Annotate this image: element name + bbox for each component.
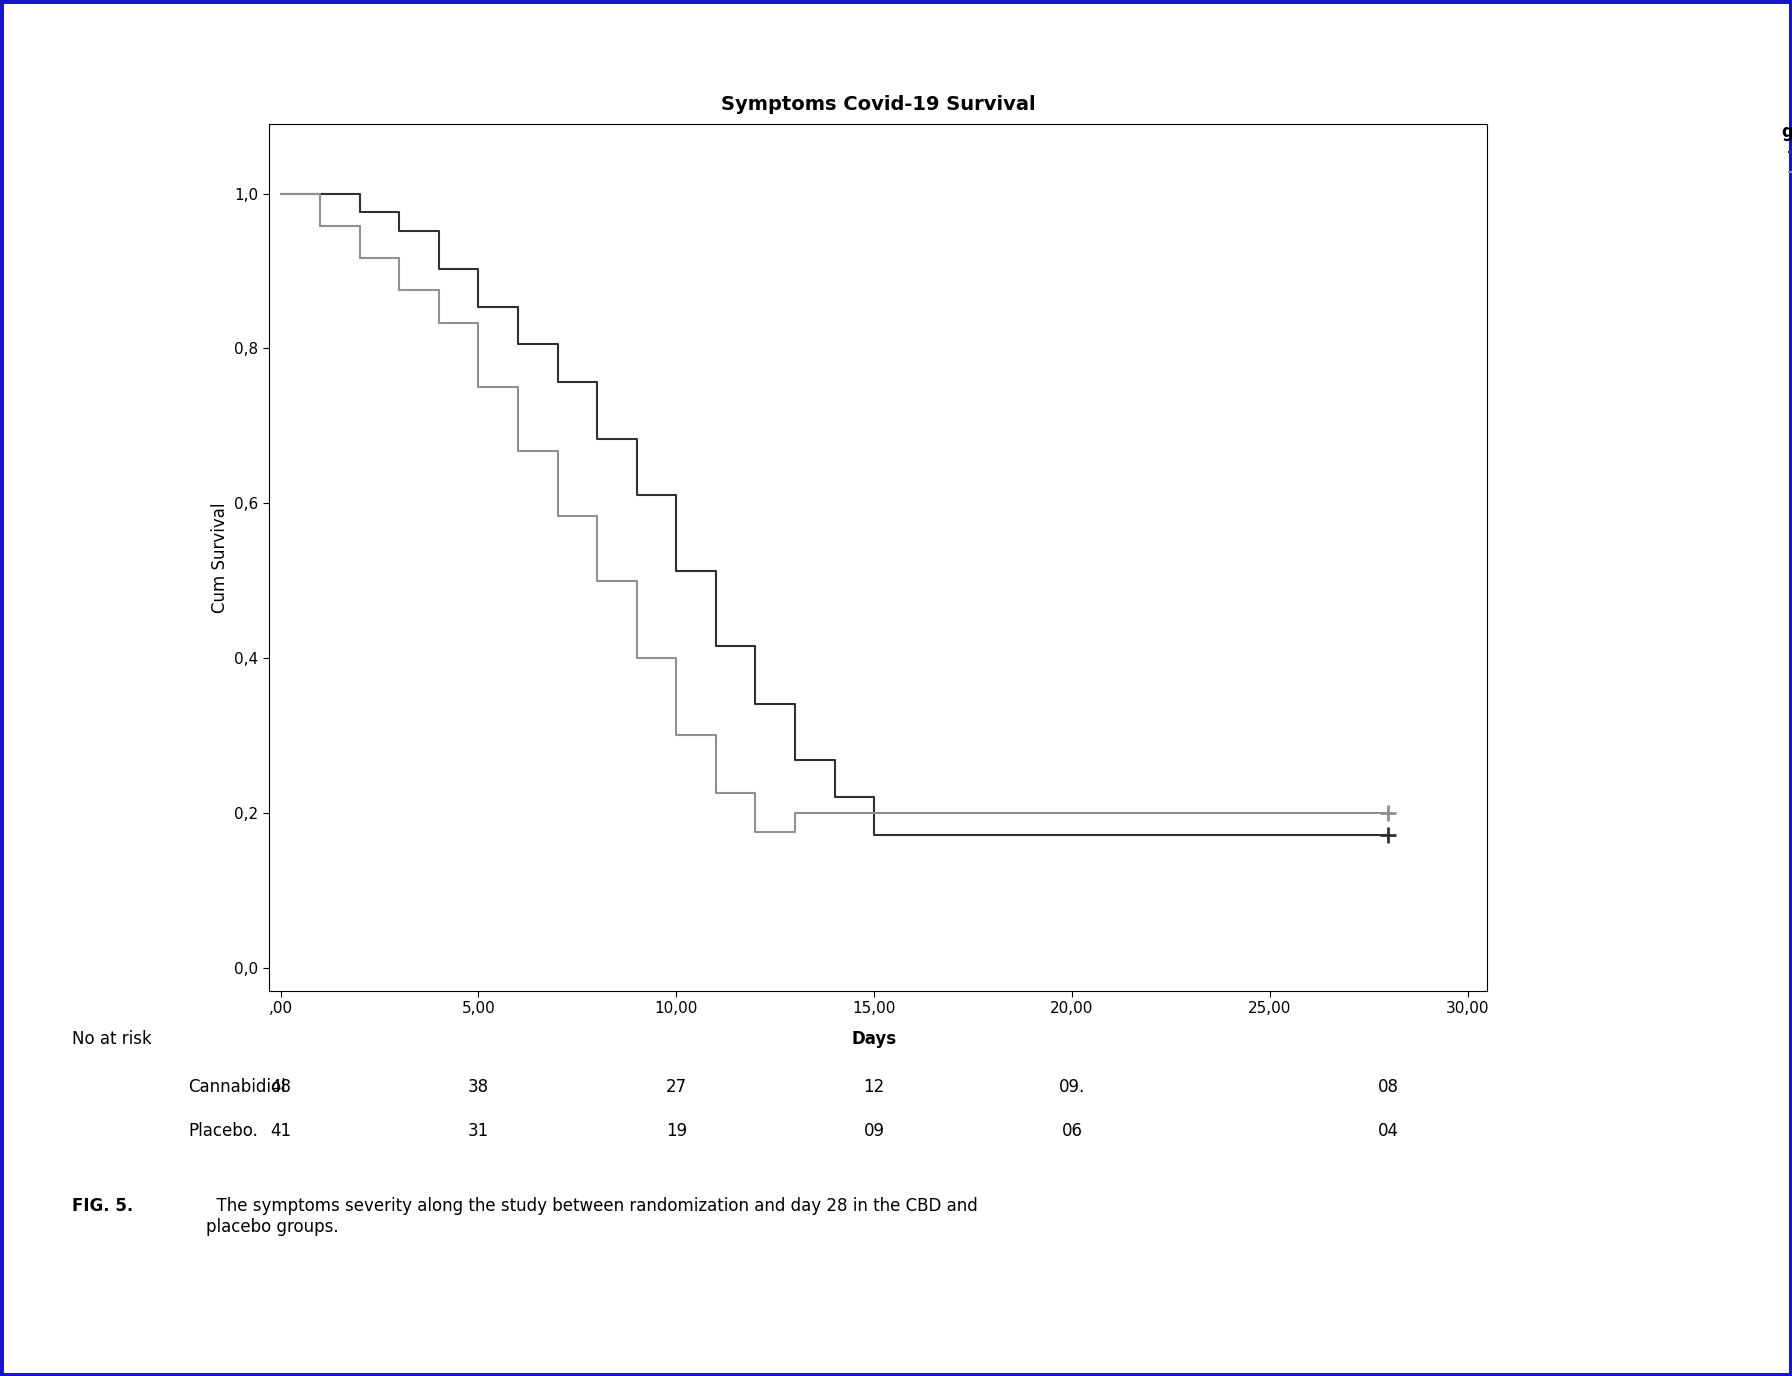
Text: 27: 27 bbox=[667, 1077, 686, 1097]
Text: 09: 09 bbox=[864, 1121, 885, 1141]
Text: Placebo.: Placebo. bbox=[188, 1121, 258, 1141]
Text: 04: 04 bbox=[1378, 1121, 1400, 1141]
Y-axis label: Cum Survival: Cum Survival bbox=[211, 502, 229, 612]
Text: 41: 41 bbox=[271, 1121, 292, 1141]
Text: 38: 38 bbox=[468, 1077, 489, 1097]
Text: 31: 31 bbox=[468, 1121, 489, 1141]
Text: 08: 08 bbox=[1378, 1077, 1400, 1097]
Text: 09.: 09. bbox=[1059, 1077, 1086, 1097]
Text: 06: 06 bbox=[1061, 1121, 1082, 1141]
Legend: PLAC, CBD, PLAC-censored, CBD-censored: PLAC, CBD, PLAC-censored, CBD-censored bbox=[1781, 122, 1792, 219]
Text: 19: 19 bbox=[667, 1121, 686, 1141]
Text: Cannabidiol: Cannabidiol bbox=[188, 1077, 287, 1097]
Text: The symptoms severity along the study between randomization and day 28 in the CB: The symptoms severity along the study be… bbox=[206, 1197, 978, 1236]
Title: Symptoms Covid-19 Survival: Symptoms Covid-19 Survival bbox=[720, 95, 1036, 114]
Text: Days: Days bbox=[851, 1029, 896, 1049]
Text: No at risk: No at risk bbox=[72, 1029, 152, 1049]
Text: FIG. 5.: FIG. 5. bbox=[72, 1197, 133, 1215]
Text: 48: 48 bbox=[271, 1077, 290, 1097]
Text: 12: 12 bbox=[864, 1077, 885, 1097]
